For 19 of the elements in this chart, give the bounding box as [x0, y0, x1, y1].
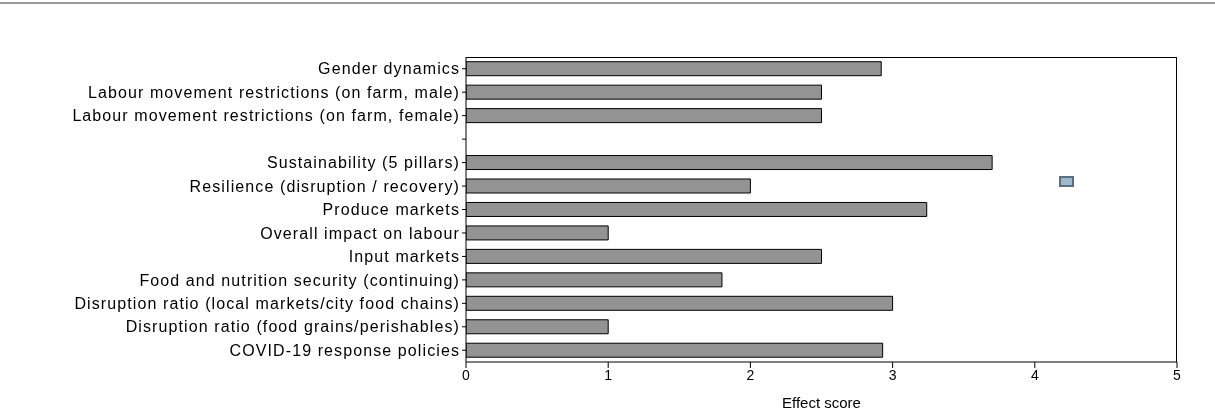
y-tick-label: Labour movement restrictions (on farm, male) — [87, 83, 460, 101]
x-axis-title: Effect score — [782, 394, 861, 411]
y-tick-label: Produce markets — [322, 201, 460, 219]
y-tick-label: Input markets — [348, 248, 460, 266]
y-tick-label: Resilience (disruption / recovery) — [189, 177, 460, 195]
y-tick-label: Gender dynamics — [318, 60, 460, 78]
x-tick-label: 0 — [462, 366, 471, 383]
y-tick-label: Food and nutrition security (continuing) — [139, 271, 460, 289]
y-tick-label: Disruption ratio (food grains/perishables) — [125, 318, 460, 336]
x-tick-label: 3 — [888, 366, 897, 383]
x-tick-label: 4 — [1030, 366, 1039, 383]
x-tick-label: 1 — [604, 366, 613, 383]
y-tick-label: Disruption ratio (local markets/city food chains) — [74, 295, 460, 313]
y-tick-label: Overall impact on labour — [260, 224, 460, 242]
y-tick-label: COVID-19 response policies — [229, 341, 460, 359]
x-tick-label: 2 — [746, 366, 755, 383]
y-tick-label: Sustainability (5 pillars) — [266, 154, 460, 172]
x-tick-label: 5 — [1173, 366, 1182, 383]
y-tick-label: Labour movement restrictions (on farm, female) — [72, 107, 460, 125]
